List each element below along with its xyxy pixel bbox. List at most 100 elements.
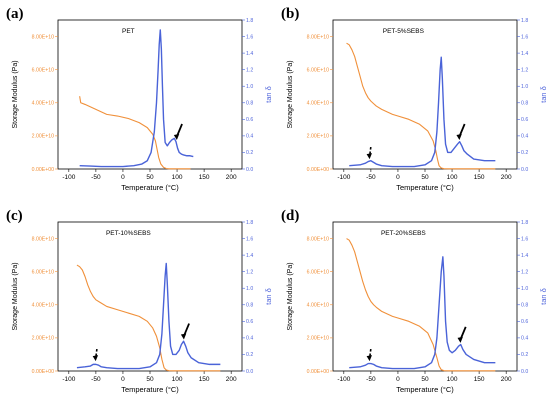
- x-tick-label: -100: [337, 376, 350, 383]
- y-right-tick-label: 0.0: [246, 369, 253, 375]
- x-tick-label: 100: [447, 174, 458, 181]
- y-right-tick-label: 0.0: [521, 369, 528, 375]
- solid-arrow-annotation: [458, 123, 466, 137]
- chart-title: PET-10%SEBS: [106, 230, 151, 237]
- tan-delta-line: [79, 29, 194, 168]
- x-tick-label: 200: [501, 174, 512, 181]
- y-right-tick-label: 1.6: [246, 34, 253, 40]
- y-right-tick-label: 0.8: [521, 303, 528, 309]
- y-right-axis-label: tan δ: [539, 288, 548, 305]
- solid-arrow-annotation: [176, 123, 183, 137]
- tan-delta-line: [349, 56, 496, 168]
- arrow-head: [457, 336, 463, 343]
- x-tick-label: 150: [199, 376, 210, 383]
- x-tick-label: 200: [501, 376, 512, 383]
- y-left-tick-label: 2.00E+10: [307, 134, 329, 140]
- storage-modulus-line: [79, 96, 191, 170]
- x-tick-label: 0: [396, 174, 400, 181]
- x-tick-label: -100: [62, 376, 75, 383]
- y-right-tick-label: 0.8: [521, 101, 528, 107]
- y-left-tick-label: 6.00E+10: [32, 67, 54, 73]
- y-right-tick-label: 0.2: [521, 150, 528, 156]
- y-left-axis-label: Storage Modulus (Pa): [12, 60, 19, 128]
- y-right-tick-label: 1.2: [246, 67, 253, 73]
- x-tick-label: 50: [146, 376, 154, 383]
- y-left-tick-label: 2.00E+10: [32, 336, 54, 342]
- y-right-tick-label: 1.8: [521, 18, 528, 24]
- y-right-tick-label: 1.4: [521, 253, 528, 259]
- y-left-tick-label: 6.00E+10: [32, 269, 54, 275]
- y-right-tick-label: 0.0: [521, 167, 528, 173]
- y-left-tick-label: 2.00E+10: [32, 134, 54, 140]
- y-right-tick-label: 1.2: [246, 269, 253, 275]
- panel-letter: (d): [281, 208, 299, 224]
- x-tick-label: 100: [172, 376, 183, 383]
- panel-letter: (a): [6, 6, 24, 22]
- y-left-axis-label: Storage Modulus (Pa): [287, 262, 294, 330]
- y-left-tick-label: 2.00E+10: [307, 336, 329, 342]
- y-right-tick-label: 0.2: [246, 352, 253, 358]
- chart-title: PET-20%SEBS: [381, 230, 426, 237]
- y-left-tick-label: 8.00E+10: [32, 236, 54, 242]
- x-tick-label: -50: [91, 174, 101, 181]
- y-right-tick-label: 0.4: [246, 336, 253, 342]
- y-right-tick-label: 1.6: [246, 236, 253, 242]
- x-tick-label: -50: [91, 376, 101, 383]
- y-right-tick-label: 0.4: [246, 134, 253, 140]
- y-right-tick-label: 1.0: [246, 84, 253, 90]
- chart-panel: (c) PET-10%SEBS -100 -50 0 50 100 150 200 0.00E+0…: [6, 208, 273, 394]
- y-right-tick-label: 0.2: [246, 150, 253, 156]
- x-tick-label: 150: [474, 376, 485, 383]
- y-left-tick-label: 8.00E+10: [307, 34, 329, 40]
- y-right-tick-label: 1.4: [246, 51, 253, 57]
- plot-frame: [57, 19, 243, 170]
- chart-title: PET-5%SEBS: [383, 28, 425, 35]
- y-right-tick-label: 1.2: [521, 269, 528, 275]
- tan-delta-line: [76, 262, 221, 370]
- arrow-head: [366, 355, 372, 362]
- panel-letter: (c): [6, 208, 23, 224]
- y-left-axis-label: Storage Modulus (Pa): [12, 262, 19, 330]
- y-left-tick-label: 0.00E+00: [307, 167, 329, 173]
- solid-arrow-annotation: [459, 326, 467, 340]
- x-tick-label: -100: [337, 174, 350, 181]
- y-right-tick-label: 0.6: [246, 319, 253, 325]
- arrow-head: [366, 153, 372, 160]
- x-tick-label: 200: [226, 376, 237, 383]
- x-tick-label: 50: [421, 376, 429, 383]
- y-left-tick-label: 6.00E+10: [307, 67, 329, 73]
- arrow-head: [456, 134, 462, 141]
- x-axis-label: Temperature (°C): [121, 385, 179, 394]
- y-left-tick-label: 0.00E+00: [32, 167, 54, 173]
- y-right-tick-label: 1.6: [521, 236, 528, 242]
- chart-panel: (b) PET-5%SEBS -100 -50 0 50 100 150 200 0.00E+00…: [281, 6, 548, 192]
- y-left-tick-label: 4.00E+10: [32, 303, 54, 309]
- storage-modulus-line: [346, 42, 496, 170]
- y-right-tick-label: 0.0: [246, 167, 253, 173]
- y-right-tick-label: 1.4: [521, 51, 528, 57]
- x-axis-label: Temperature (°C): [121, 183, 179, 192]
- y-left-tick-label: 4.00E+10: [307, 303, 329, 309]
- y-right-tick-label: 0.6: [521, 319, 528, 325]
- x-axis-label: Temperature (°C): [396, 385, 454, 394]
- tan-delta-line: [349, 256, 496, 370]
- x-tick-label: 150: [199, 174, 210, 181]
- x-tick-label: -100: [62, 174, 75, 181]
- y-left-tick-label: 8.00E+10: [307, 236, 329, 242]
- y-left-tick-label: 4.00E+10: [307, 101, 329, 107]
- y-left-tick-label: 8.00E+10: [32, 34, 54, 40]
- x-tick-label: 0: [121, 376, 125, 383]
- storage-modulus-line: [76, 264, 221, 372]
- y-right-tick-label: 0.8: [246, 303, 253, 309]
- chart-title: PET: [122, 28, 135, 35]
- x-tick-label: 0: [396, 376, 400, 383]
- arrow-head: [92, 355, 99, 362]
- y-left-axis-label: Storage Modulus (Pa): [287, 60, 294, 128]
- y-right-tick-label: 0.8: [246, 101, 253, 107]
- x-axis-label: Temperature (°C): [396, 183, 454, 192]
- y-right-tick-label: 0.6: [521, 117, 528, 123]
- x-tick-label: 150: [474, 174, 485, 181]
- y-right-tick-label: 1.4: [246, 253, 253, 259]
- x-tick-label: 100: [447, 376, 458, 383]
